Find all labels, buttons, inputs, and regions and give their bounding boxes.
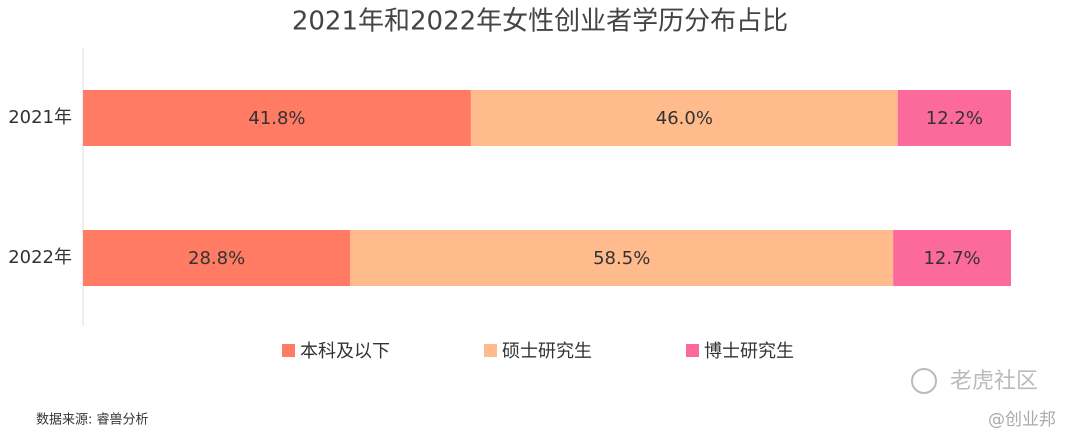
data-label: 28.8% xyxy=(188,248,245,269)
bar-segment xyxy=(83,230,351,286)
legend-label: 硕士研究生 xyxy=(502,341,592,362)
data-label: 46.0% xyxy=(656,108,713,129)
bar-segment xyxy=(350,230,894,286)
data-label: 12.2% xyxy=(926,108,983,129)
chart-title: 2021年和2022年女性创业者学历分布占比 xyxy=(292,7,788,37)
legend-label: 博士研究生 xyxy=(704,341,794,362)
bar-segment xyxy=(893,230,1011,286)
legend-marker xyxy=(282,344,295,357)
bar-segment xyxy=(83,90,471,146)
legend-marker xyxy=(686,344,699,357)
legend-marker xyxy=(484,344,497,357)
data-label: 41.8% xyxy=(248,108,305,129)
bar-segment xyxy=(470,90,898,146)
y-tick-label: 2021年 xyxy=(8,107,72,128)
watermark: 老虎社区 xyxy=(950,369,1038,394)
data-label: 58.5% xyxy=(593,248,650,269)
legend-label: 本科及以下 xyxy=(300,341,390,362)
watermark-icon xyxy=(911,368,937,394)
data-label: 12.7% xyxy=(923,248,980,269)
watermark: @创业邦 xyxy=(988,410,1056,430)
y-tick-label: 2022年 xyxy=(8,247,72,268)
bar-segment xyxy=(897,90,1011,146)
source: 数据来源: 睿兽分析 xyxy=(36,413,149,428)
